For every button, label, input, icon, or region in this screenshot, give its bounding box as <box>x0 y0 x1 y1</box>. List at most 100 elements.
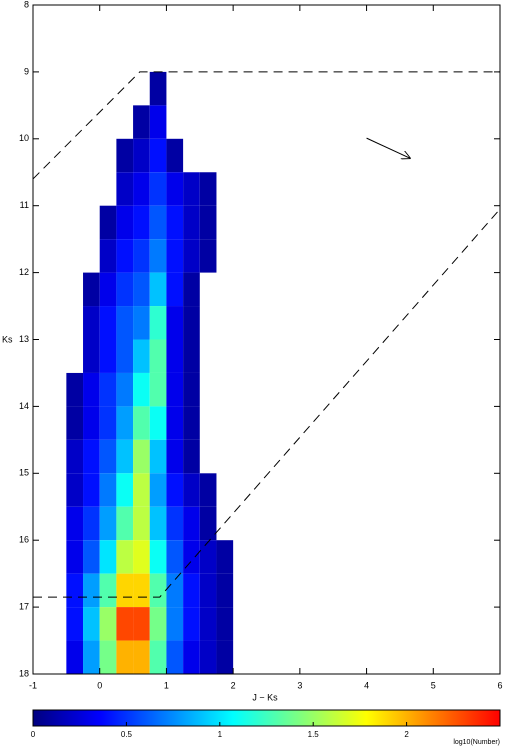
heat-cell <box>83 506 100 541</box>
heat-cell <box>166 372 184 407</box>
y-tick-label: 18 <box>19 668 29 678</box>
heat-cell <box>199 205 217 240</box>
heat-cell <box>133 272 150 307</box>
heat-cell <box>216 540 234 574</box>
heat-cell <box>149 573 167 608</box>
heat-cell <box>183 372 200 407</box>
heat-cell <box>166 607 184 641</box>
heat-cell <box>83 306 100 340</box>
heat-cell <box>116 205 134 240</box>
heat-cell <box>149 172 167 206</box>
y-tick-label: 8 <box>24 0 29 9</box>
x-tick-label: 1 <box>164 680 169 690</box>
heat-cell <box>149 272 167 307</box>
heat-cell <box>166 439 184 474</box>
y-axis-label: Ks <box>2 334 13 344</box>
heat-cell <box>83 339 100 373</box>
heat-cell <box>99 439 117 474</box>
heat-cell <box>149 640 167 674</box>
heat-cell <box>149 473 167 507</box>
heat-cell <box>133 205 150 240</box>
heat-cell <box>66 506 84 541</box>
x-tick-label: 4 <box>364 680 369 690</box>
x-tick-label: 5 <box>431 680 436 690</box>
heat-cell <box>99 339 117 373</box>
colorbar-label: log10(Number) <box>453 739 500 746</box>
y-tick-label: 15 <box>19 468 29 478</box>
heat-cell <box>116 506 134 541</box>
heat-cell <box>183 540 200 574</box>
heat-cell <box>216 640 234 674</box>
heat-cell <box>99 272 117 307</box>
heat-cell <box>149 506 167 541</box>
boundary-line <box>32 71 500 180</box>
heat-cell <box>133 239 150 273</box>
heat-cell <box>133 172 150 206</box>
heat-cell <box>66 540 84 574</box>
heat-cell <box>83 272 100 307</box>
heat-cell <box>66 573 84 608</box>
x-axis-label: J − Ks <box>252 692 278 702</box>
y-tick-label: 16 <box>19 535 29 545</box>
heat-cell <box>116 272 134 307</box>
heat-cell <box>199 172 217 206</box>
heat-cell <box>116 239 134 273</box>
heat-cell <box>199 607 217 641</box>
heat-cell <box>166 640 184 674</box>
heat-cell <box>183 506 200 541</box>
heat-cell <box>216 607 234 641</box>
heat-cell <box>133 339 150 373</box>
heat-cell <box>149 439 167 474</box>
heat-cell <box>99 205 117 240</box>
heat-cell <box>166 573 184 608</box>
boundary-line <box>33 208 501 598</box>
heat-cell <box>199 540 217 574</box>
heat-cell <box>116 406 134 440</box>
heat-cell <box>116 339 134 373</box>
heat-cell <box>66 406 84 440</box>
heat-cell <box>133 473 150 507</box>
heat-cell <box>166 540 184 574</box>
arrow <box>366 137 410 158</box>
x-tick-label: 3 <box>297 680 302 690</box>
heat-cell <box>166 306 184 340</box>
y-tick-label: 11 <box>20 200 29 210</box>
y-tick-label: 9 <box>24 66 29 76</box>
heat-cell <box>199 506 217 541</box>
heat-cell <box>199 473 217 507</box>
heat-cell <box>99 473 117 507</box>
colorbar-tick-label: 2 <box>404 730 409 739</box>
heat-cell <box>99 406 117 440</box>
heat-cell <box>149 71 167 106</box>
heat-cell <box>83 372 100 407</box>
heat-cell <box>133 506 150 541</box>
heat-cell <box>183 640 200 674</box>
heat-cell <box>99 239 117 273</box>
heat-cell <box>149 105 167 139</box>
heat-cell <box>183 573 200 608</box>
y-tick-label: 12 <box>19 267 29 277</box>
heat-cell <box>166 239 184 273</box>
heat-cell <box>116 372 134 407</box>
heat-cell <box>66 372 84 407</box>
x-tick-label: 0 <box>97 680 102 690</box>
y-tick-label: 13 <box>19 334 29 344</box>
heat-cell <box>83 573 100 608</box>
heat-cell <box>83 473 100 507</box>
heat-cell <box>133 306 150 340</box>
colorbar-tick-label: 0.5 <box>121 730 133 739</box>
x-tick-label: -1 <box>29 680 37 690</box>
heat-cell <box>116 573 134 608</box>
heat-cell <box>183 439 200 474</box>
heat-cell <box>183 272 200 307</box>
heat-cell <box>116 540 134 574</box>
heat-cell <box>149 406 167 440</box>
heat-cell <box>166 272 184 307</box>
heat-cell <box>183 239 200 273</box>
heat-cell <box>83 406 100 440</box>
heat-cell <box>133 607 150 641</box>
heat-cell <box>199 573 217 608</box>
heat-cell <box>149 607 167 641</box>
heat-cell <box>166 205 184 240</box>
